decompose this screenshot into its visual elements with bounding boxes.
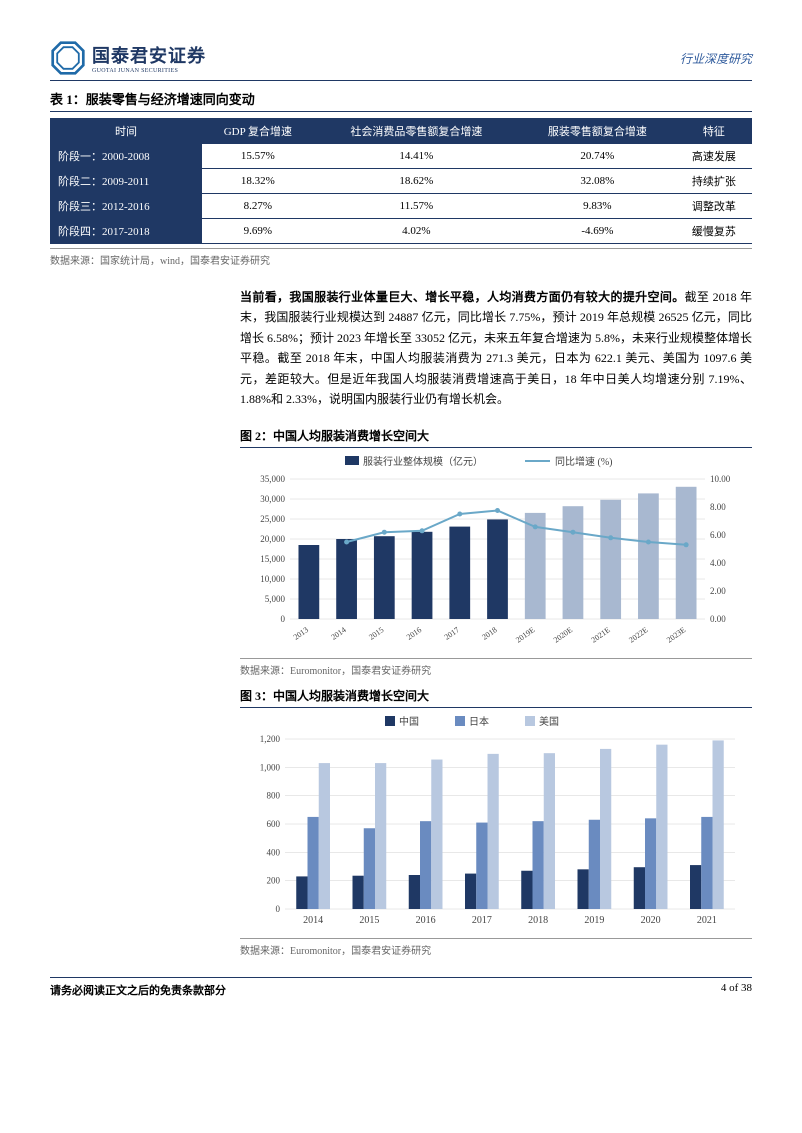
- svg-text:25,000: 25,000: [260, 514, 285, 524]
- svg-text:15,000: 15,000: [260, 554, 285, 564]
- svg-text:2013: 2013: [292, 626, 310, 643]
- svg-text:2016: 2016: [405, 626, 423, 643]
- fig2-title: 图 2：中国人均服装消费增长空间大: [240, 427, 752, 448]
- svg-text:1,200: 1,200: [260, 734, 281, 744]
- svg-text:600: 600: [267, 819, 281, 829]
- svg-text:400: 400: [267, 848, 281, 858]
- svg-text:2023E: 2023E: [665, 626, 687, 645]
- body-bold: 当前看，我国服装行业体量巨大、增长平稳，人均消费方面仍有较大的提升空间。: [240, 290, 685, 304]
- svg-text:2015: 2015: [359, 915, 379, 926]
- fig3-title: 图 3：中国人均服装消费增长空间大: [240, 687, 752, 708]
- svg-text:35,000: 35,000: [260, 474, 285, 484]
- table-cell: 持续扩张: [676, 169, 752, 194]
- table-cell: 9.83%: [519, 194, 676, 219]
- table1-header: 服装零售额复合增速: [519, 118, 676, 144]
- table1-header: 时间: [50, 118, 202, 144]
- svg-text:2019: 2019: [584, 915, 604, 926]
- table-cell: -4.69%: [519, 219, 676, 244]
- table-cell: 高速发展: [676, 144, 752, 169]
- table-cell: 阶段三：2012-2016: [50, 194, 202, 219]
- table-cell: 阶段一：2000-2008: [50, 144, 202, 169]
- body-rest: 截至 2018 年末，我国服装行业规模达到 24887 亿元，同比增长 7.75…: [240, 290, 752, 406]
- fig2-chart: 服装行业整体规模（亿元） 同比增速 (%) 0 5,000 10,000 15,000 20…: [240, 454, 752, 654]
- fig3-chart: 中国 日本 美国 0 200 400 600 800 1,000 1,200 2014 2015 201…: [240, 714, 752, 934]
- svg-text:美国: 美国: [539, 715, 559, 728]
- svg-text:2017: 2017: [443, 626, 461, 643]
- logo-icon: [50, 40, 86, 76]
- table-cell: 18.62%: [314, 169, 519, 194]
- svg-text:2018: 2018: [528, 915, 548, 926]
- table1-header: GDP 复合增速: [202, 118, 314, 144]
- svg-text:2017: 2017: [472, 915, 492, 926]
- logo: 国泰君安证券 GUOTAI JUNAN SECURITIES: [50, 40, 206, 76]
- table1-header: 社会消费品零售额复合增速: [314, 118, 519, 144]
- header-doc-type: 行业深度研究: [680, 50, 752, 67]
- table1-source: 数据来源：国家统计局，wind，国泰君安证券研究: [50, 248, 752, 267]
- svg-text:服装行业整体规模（亿元）: 服装行业整体规模（亿元）: [363, 455, 483, 468]
- svg-text:2019E: 2019E: [514, 626, 536, 645]
- table1: 时间GDP 复合增速社会消费品零售额复合增速服装零售额复合增速特征 阶段一：20…: [50, 118, 752, 244]
- svg-text:20,000: 20,000: [260, 534, 285, 544]
- svg-text:4.00: 4.00: [710, 558, 726, 568]
- table-cell: 4.02%: [314, 219, 519, 244]
- svg-text:2014: 2014: [329, 626, 347, 643]
- table-cell: 14.41%: [314, 144, 519, 169]
- svg-text:10.00: 10.00: [710, 474, 731, 484]
- svg-text:2020: 2020: [641, 915, 661, 926]
- svg-text:2021: 2021: [697, 915, 717, 926]
- table-cell: 调整改革: [676, 194, 752, 219]
- table-row: 阶段三：2012-20168.27%11.57%9.83%调整改革: [50, 194, 752, 219]
- svg-text:0: 0: [276, 904, 281, 914]
- fig3-source: 数据来源：Euromonitor，国泰君安证券研究: [240, 938, 752, 957]
- svg-text:日本: 日本: [469, 715, 489, 728]
- svg-text:中国: 中国: [399, 715, 419, 728]
- svg-text:2014: 2014: [303, 915, 323, 926]
- table-cell: 15.57%: [202, 144, 314, 169]
- svg-text:2.00: 2.00: [710, 586, 726, 596]
- svg-text:2018: 2018: [480, 626, 498, 643]
- svg-text:8.00: 8.00: [710, 502, 726, 512]
- table-row: 阶段二：2009-201118.32%18.62%32.08%持续扩张: [50, 169, 752, 194]
- svg-text:10,000: 10,000: [260, 574, 285, 584]
- svg-text:30,000: 30,000: [260, 494, 285, 504]
- fig3-svg: 中国 日本 美国 0 200 400 600 800 1,000 1,200 2014 2015 201…: [240, 714, 750, 934]
- table-cell: 11.57%: [314, 194, 519, 219]
- logo-cn: 国泰君安证券: [92, 42, 206, 68]
- svg-text:2021E: 2021E: [590, 626, 612, 645]
- table-cell: 阶段二：2009-2011: [50, 169, 202, 194]
- page-footer: 请务必阅读正文之后的免责条款部分 4 of 38: [50, 977, 752, 998]
- table-cell: 缓慢复苏: [676, 219, 752, 244]
- table-cell: 20.74%: [519, 144, 676, 169]
- table1-title: 表 1：服装零售与经济增速同向变动: [50, 89, 752, 112]
- svg-text:0.00: 0.00: [710, 614, 726, 624]
- logo-en: GUOTAI JUNAN SECURITIES: [92, 68, 206, 74]
- table-cell: 阶段四：2017-2018: [50, 219, 202, 244]
- table1-header: 特征: [676, 118, 752, 144]
- svg-text:2015: 2015: [367, 626, 385, 643]
- svg-text:1,000: 1,000: [260, 763, 281, 773]
- svg-text:800: 800: [267, 791, 281, 801]
- fig2-svg: 服装行业整体规模（亿元） 同比增速 (%) 0 5,000 10,000 15,000 20…: [240, 454, 750, 654]
- table-cell: 9.69%: [202, 219, 314, 244]
- table-cell: 8.27%: [202, 194, 314, 219]
- svg-text:200: 200: [267, 876, 281, 886]
- table-cell: 18.32%: [202, 169, 314, 194]
- fig2-source: 数据来源：Euromonitor，国泰君安证券研究: [240, 658, 752, 677]
- body-paragraph: 当前看，我国服装行业体量巨大、增长平稳，人均消费方面仍有较大的提升空间。截至 2…: [240, 287, 752, 409]
- table-cell: 32.08%: [519, 169, 676, 194]
- table-row: 阶段四：2017-20189.69%4.02%-4.69%缓慢复苏: [50, 219, 752, 244]
- footer-page-num: 4 of 38: [721, 982, 752, 998]
- svg-text:2020E: 2020E: [552, 626, 574, 645]
- svg-text:5,000: 5,000: [265, 594, 286, 604]
- svg-text:同比增速 (%): 同比增速 (%): [555, 455, 613, 468]
- page-header: 国泰君安证券 GUOTAI JUNAN SECURITIES 行业深度研究: [50, 40, 752, 81]
- footer-disclaimer: 请务必阅读正文之后的免责条款部分: [50, 982, 226, 998]
- svg-text:0: 0: [281, 614, 286, 624]
- svg-text:6.00: 6.00: [710, 530, 726, 540]
- table-row: 阶段一：2000-200815.57%14.41%20.74%高速发展: [50, 144, 752, 169]
- svg-text:2022E: 2022E: [627, 626, 649, 645]
- svg-text:2016: 2016: [416, 915, 436, 926]
